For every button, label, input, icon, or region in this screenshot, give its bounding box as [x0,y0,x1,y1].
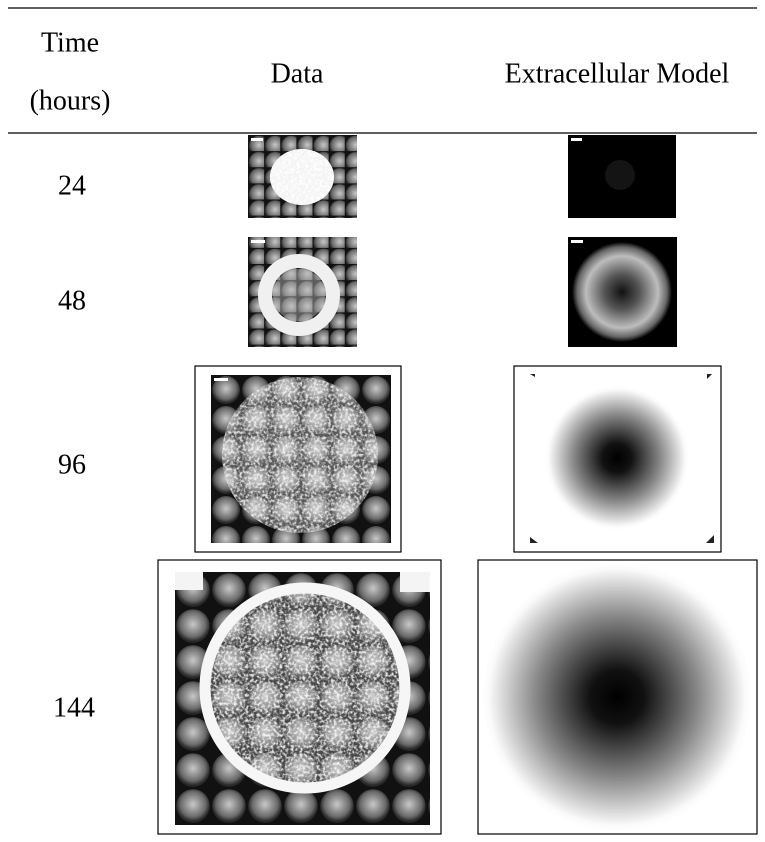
data-image [211,375,391,543]
header-unit: (hours) [30,85,111,116]
header-time: Time [41,27,99,58]
data-image [248,135,357,218]
model-image [482,562,752,832]
figure-table: Time (hours) Data Extracellular Model 24… [0,0,765,842]
model-image [568,237,677,347]
time-label: 48 [58,285,86,316]
header-data: Data [271,58,324,89]
time-label: 24 [58,170,86,201]
time-label: 144 [53,692,95,723]
header-model: Extracellular Model [505,58,730,89]
data-image [248,237,357,347]
data-image [175,572,430,825]
model-image [568,135,676,218]
time-label: 96 [58,449,86,480]
